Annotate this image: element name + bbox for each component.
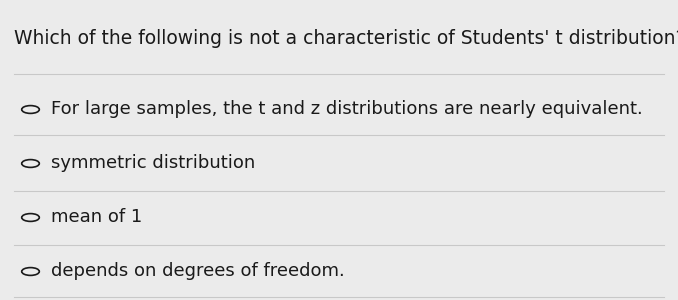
Text: For large samples, the t and z distributions are nearly equivalent.: For large samples, the t and z distribut… [51, 100, 643, 118]
Text: symmetric distribution: symmetric distribution [51, 154, 255, 172]
Text: Which of the following is not a characteristic of Students' t distribution?: Which of the following is not a characte… [14, 29, 678, 49]
Text: mean of 1: mean of 1 [51, 208, 142, 226]
Text: depends on degrees of freedom.: depends on degrees of freedom. [51, 262, 344, 280]
